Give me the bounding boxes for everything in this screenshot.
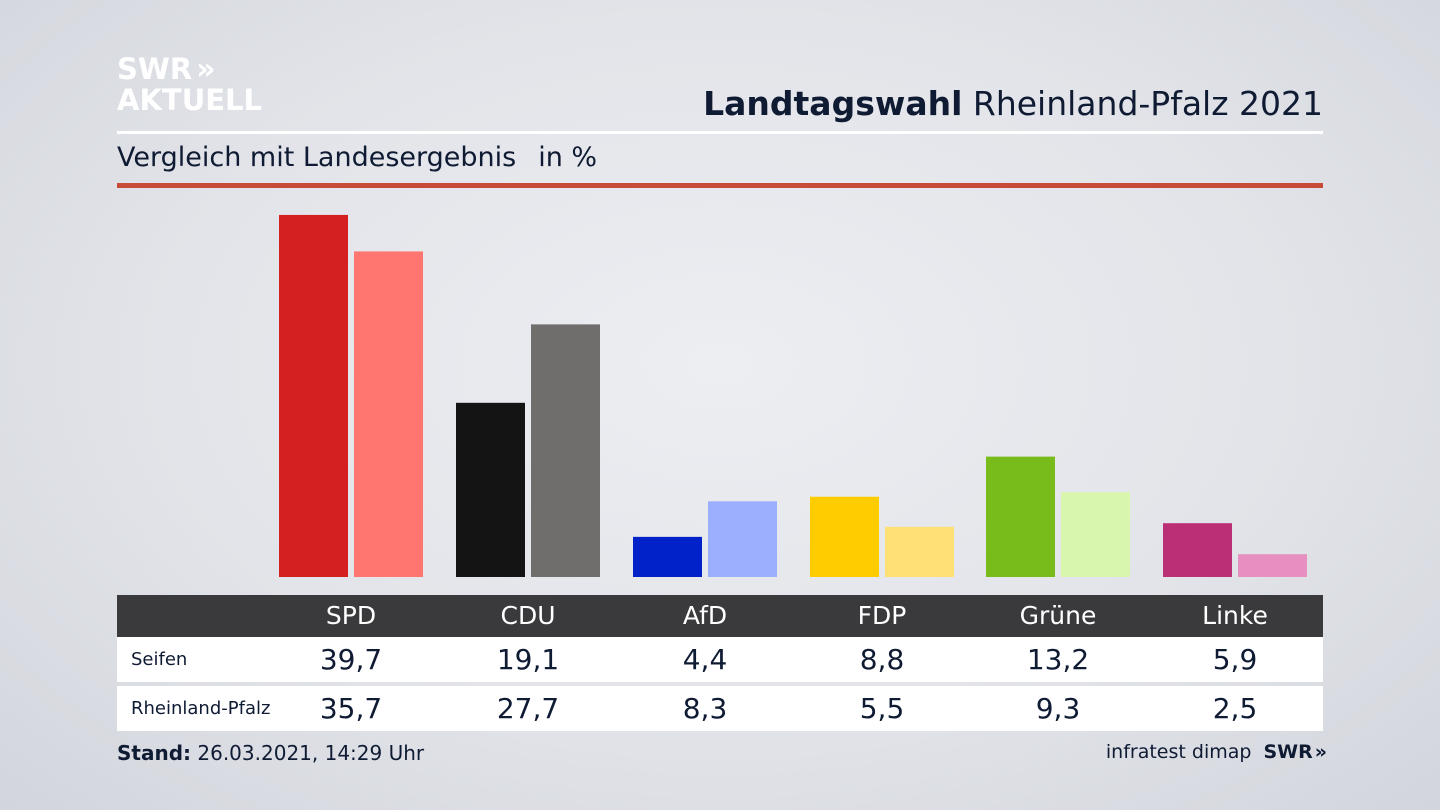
table-cell: 5,5 [859, 692, 905, 725]
row-label: Rheinland-Pfalz [131, 698, 271, 719]
subtitle-text: Vergleich mit Landesergebnis [117, 142, 517, 173]
column-header: CDU [500, 601, 556, 630]
table-cell: 35,7 [319, 692, 383, 725]
bar-fdp-state [885, 526, 954, 577]
timestamp: Stand: 26.03.2021, 14:29 Uhr [117, 741, 424, 765]
bar-chart [279, 214, 1307, 577]
table-cell: 9,3 [1035, 692, 1081, 725]
source-name: infratest dimap [1105, 741, 1252, 763]
bar-linke-state [1238, 554, 1307, 577]
table-header: SPD CDU AfD FDP Grüne Linke [117, 595, 1323, 637]
timestamp-value: 26.03.2021, 14:29 Uhr [197, 741, 425, 765]
table-row: Rheinland-Pfalz 35,7 27,7 8,3 5,5 9,3 2,5 [117, 686, 1323, 731]
page-title: Landtagswahl Rheinland-Pfalz 2021 [703, 84, 1323, 123]
brand-chevron-icon: » [1314, 741, 1327, 763]
table-cell: 39,7 [319, 643, 383, 676]
header-divider [117, 131, 1323, 134]
logo-line1: SWR [117, 52, 193, 86]
table-cell: 8,3 [682, 692, 728, 725]
bar-grne-local [986, 456, 1055, 577]
table-cell: 8,8 [859, 643, 905, 676]
logo-chevron-icon: » [196, 52, 216, 87]
column-header: AfD [682, 601, 728, 630]
chart-subtitle: Vergleich mit Landesergebnis in % [117, 142, 597, 173]
bar-fdp-local [810, 496, 879, 577]
page-title-rest: Rheinland-Pfalz 2021 [972, 84, 1323, 123]
bar-linke-local [1163, 523, 1232, 577]
logo-line2: AKTUELL [117, 83, 263, 117]
subtitle-unit: in % [538, 142, 598, 173]
table-cell: 5,9 [1212, 643, 1258, 676]
bar-afd-state [708, 501, 777, 577]
table-cell: 4,4 [682, 643, 728, 676]
column-header: FDP [857, 601, 907, 630]
page-title-bold: Landtagswahl [703, 84, 963, 123]
table-cell: 13,2 [1026, 643, 1090, 676]
column-header: Linke [1202, 601, 1268, 630]
table-cell: 2,5 [1212, 692, 1258, 725]
bar-cdu-state [531, 324, 600, 577]
table-cell: 19,1 [496, 643, 560, 676]
bar-afd-local [633, 536, 702, 577]
results-table: SPD CDU AfD FDP Grüne Linke Seifen 39,7 19,1 4,… [117, 595, 1323, 731]
table-row: Seifen 39,7 19,1 4,4 8,8 13,2 5,9 [117, 637, 1323, 682]
bar-grne-state [1061, 492, 1130, 577]
timestamp-label: Stand: [117, 741, 192, 765]
source-credit: infratest dimap SWR» [1105, 741, 1327, 763]
column-header: SPD [325, 601, 377, 630]
row-label: Seifen [131, 649, 188, 670]
brand-name: SWR [1263, 741, 1313, 763]
table-cell: 27,7 [496, 692, 560, 725]
bar-spd-local [279, 214, 348, 577]
bar-spd-state [354, 251, 423, 577]
bar-cdu-local [456, 402, 525, 577]
swr-aktuell-logo: SWR» AKTUELL [117, 54, 262, 116]
column-header: Grüne [1019, 601, 1097, 630]
accent-divider [117, 183, 1323, 188]
